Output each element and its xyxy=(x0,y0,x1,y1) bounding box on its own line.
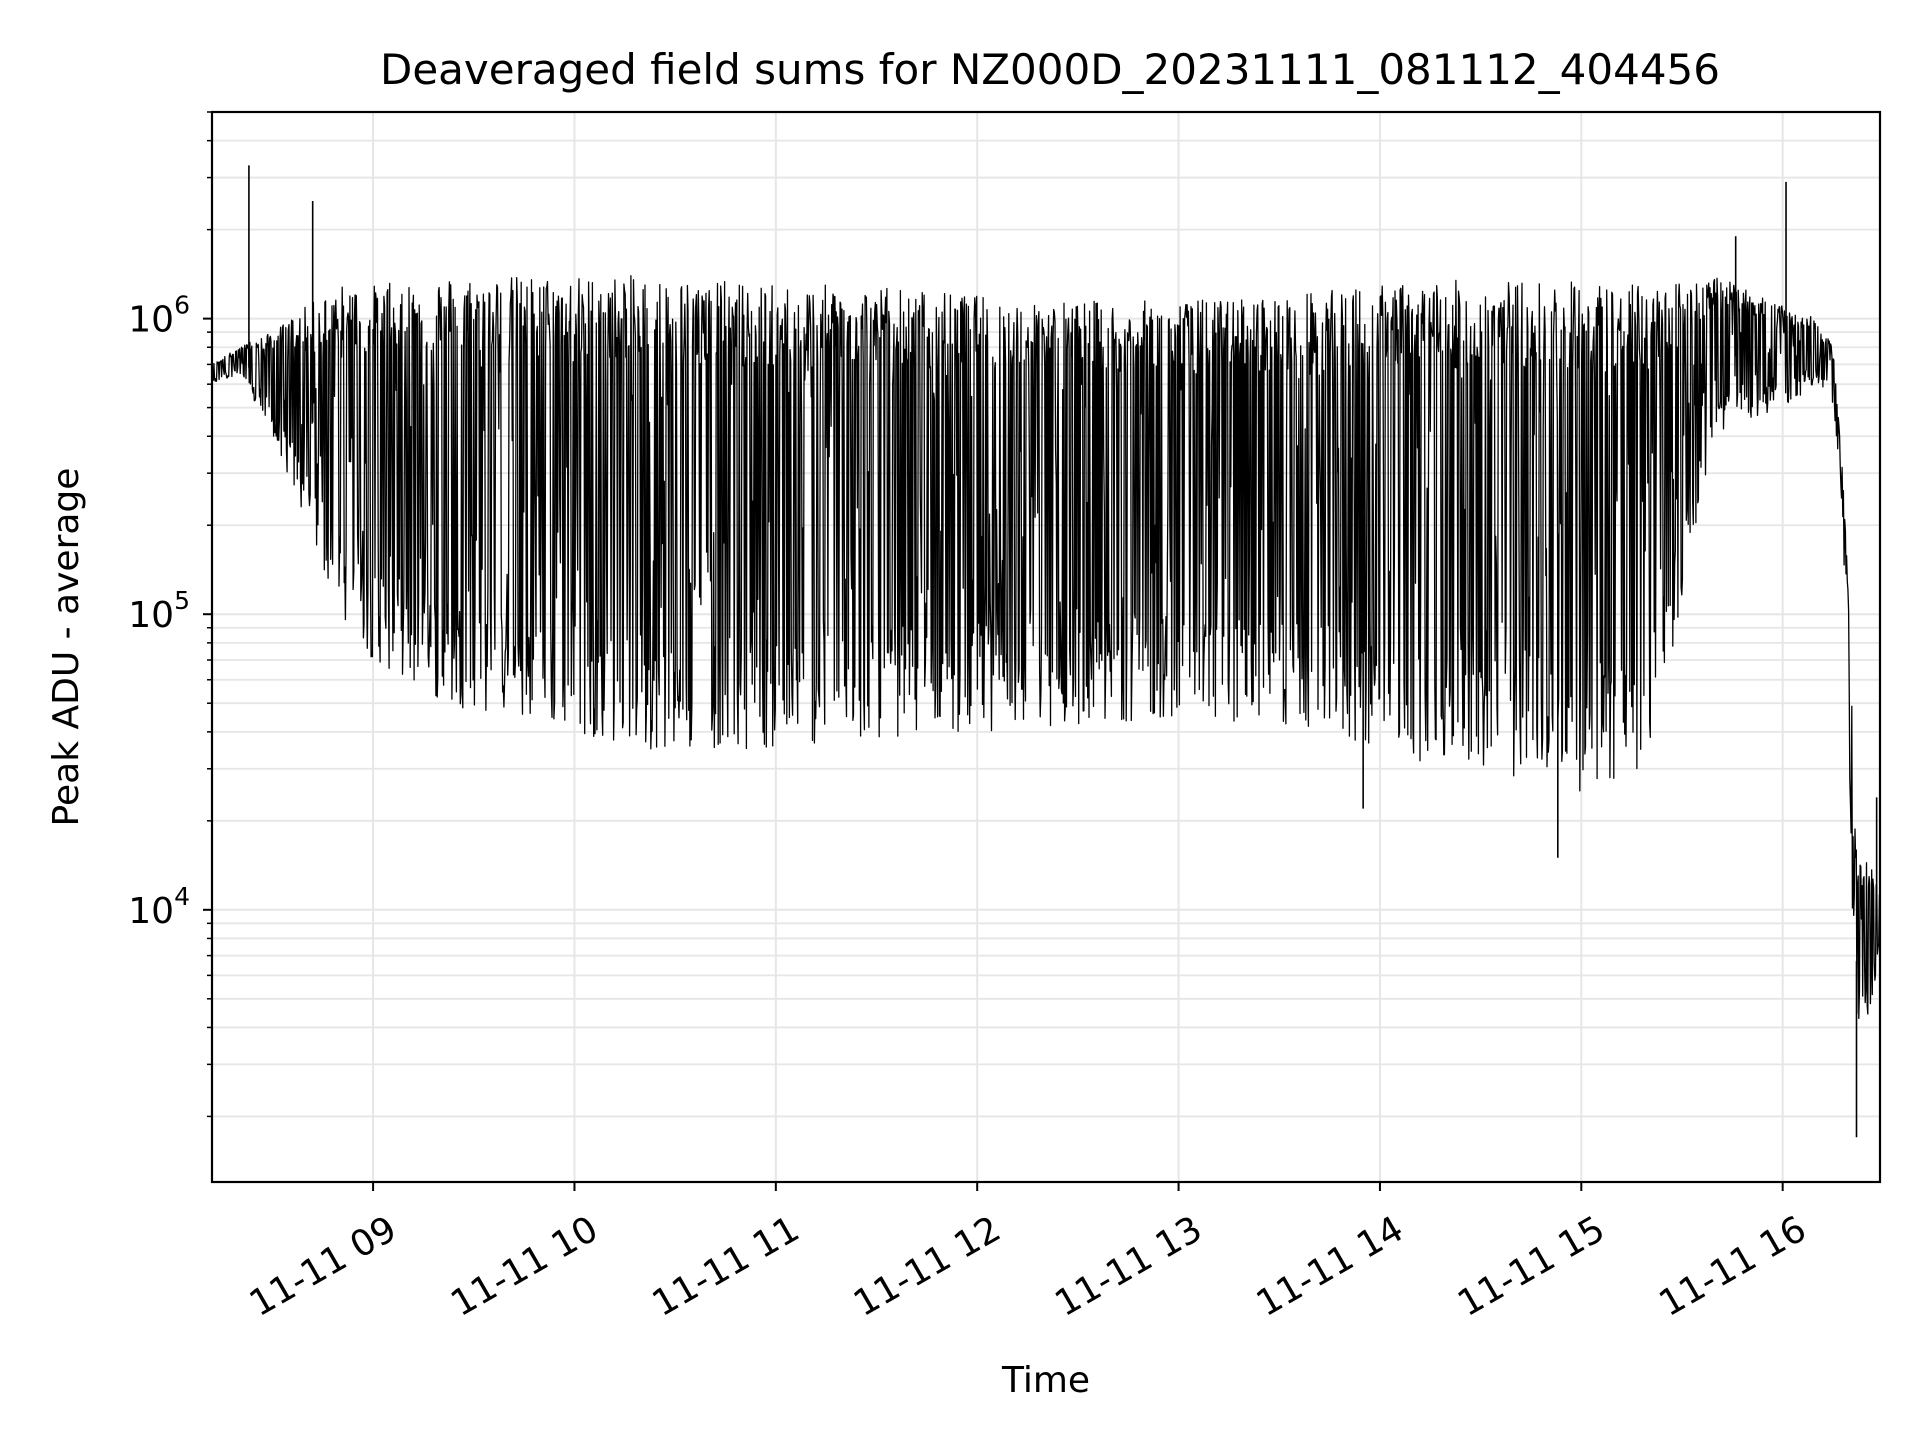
plot-frame xyxy=(210,110,1882,1184)
plot-area xyxy=(212,165,1880,1138)
x-axis-label: Time xyxy=(1001,1360,1090,1401)
y-tick-label: 105 xyxy=(128,586,190,636)
y-ticks: 104 105 106 xyxy=(128,111,212,1118)
series-line xyxy=(212,275,1880,1020)
y-tick-label: 106 xyxy=(128,291,190,341)
chart-title: Deaveraged field sums for NZ000D_2023111… xyxy=(380,45,1720,94)
y-tick-label: 104 xyxy=(128,882,190,932)
y-axis-label: Peak ADU - average xyxy=(46,468,87,827)
